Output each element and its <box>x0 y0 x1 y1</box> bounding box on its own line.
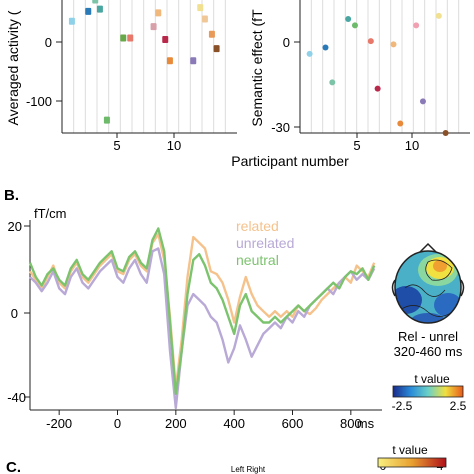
scatter-point <box>166 57 173 65</box>
colorbar-b-title: t value <box>414 372 450 386</box>
scatter-point <box>190 57 197 65</box>
topomap-right-ear <box>460 279 465 297</box>
panel-a: 0 -100 5 10 Averaged activity ( 0 -30 5 … <box>5 0 470 169</box>
scatter-right-xtick-label: 5 <box>353 138 360 153</box>
scatter-point <box>306 50 313 57</box>
scatter-point <box>213 45 220 53</box>
topomap-head-outline <box>394 250 462 324</box>
panel-b-letter: B. <box>4 187 19 204</box>
erp-y-ticks: 20 0 -40 <box>7 219 30 405</box>
scatter-point <box>155 9 162 17</box>
scatter-point <box>103 116 110 124</box>
erp-ytick-label: 0 <box>11 306 18 321</box>
scatter-right-ytick-label: -30 <box>271 120 290 135</box>
topomap-caption-line1: Rel - unrel <box>398 329 458 344</box>
erp-xtick-label: 0 <box>114 416 121 431</box>
panel-a-xlabel: Participant number <box>231 153 349 169</box>
topomap <box>391 242 465 324</box>
scatter-left-xtick-label: 10 <box>167 138 181 153</box>
scatter-right-ylabel: Semantic effect (fT <box>249 9 265 127</box>
topomap-contour <box>404 284 446 297</box>
scatter-left-xtick-label: 5 <box>113 138 120 153</box>
scatter-point <box>208 30 215 38</box>
erp-xtick-label: 200 <box>165 416 187 431</box>
scatter-point <box>197 4 204 12</box>
scatter-point <box>329 79 336 86</box>
scatter-point <box>322 44 329 51</box>
legend-unrelated: unrelated <box>236 235 294 251</box>
erp-xtick-label: -200 <box>46 416 72 431</box>
scatter-point <box>345 16 352 22</box>
scatter-right-plot: 0 -30 5 10 Semantic effect (fT <box>249 0 470 153</box>
scatter-point <box>127 34 134 42</box>
topomap-negative-bottom <box>410 313 446 323</box>
erp-ytick-label: -40 <box>7 390 26 405</box>
panel-c-hemisphere-labels: Left Right <box>231 465 266 474</box>
colorbar-b-min: -2.5 <box>392 399 413 413</box>
legend-neutral: neutral <box>236 252 279 268</box>
erp-line-neutral <box>28 227 376 395</box>
scatter-point <box>68 17 75 25</box>
scatter-point <box>351 22 358 29</box>
scatter-left-ytick-label: 0 <box>45 35 52 50</box>
scatter-point <box>419 98 426 105</box>
colorbar-c <box>377 457 447 468</box>
topomap-positive-peak <box>433 260 447 272</box>
scatter-right-xtick-label: 10 <box>405 138 419 153</box>
scatter-left-ytick-label: -100 <box>26 94 52 109</box>
panel-c: C. Left Right t value 0 4 <box>6 443 447 474</box>
scatter-point <box>96 5 103 13</box>
erp-xtick-label: 800 <box>340 416 362 431</box>
panel-b-unit-label: fT/cm <box>34 206 67 221</box>
scatter-point <box>367 38 374 45</box>
scatter-point <box>201 15 208 23</box>
erp-line-related <box>29 232 376 390</box>
erp-xtick-label: 600 <box>282 416 304 431</box>
topomap-left-ear <box>391 279 396 297</box>
scatter-left-ylabel: Averaged activity ( <box>5 10 21 125</box>
topomap-contour <box>425 259 453 281</box>
scatter-point <box>92 0 99 4</box>
scatter-point <box>120 34 127 42</box>
erp-lines <box>28 227 376 410</box>
scatter-point <box>150 23 157 31</box>
topomap-contour <box>399 305 456 317</box>
scatter-point <box>413 22 420 29</box>
scatter-left-plot: 0 -100 5 10 Averaged activity ( <box>5 0 237 153</box>
erp-xtick-label: 400 <box>223 416 245 431</box>
colorbar-b <box>392 385 464 398</box>
scatter-point <box>442 130 449 136</box>
scatter-point <box>397 120 404 127</box>
topomap-negative-right <box>434 293 461 317</box>
scatter-right-ytick-label: 0 <box>283 35 290 50</box>
scatter-point <box>435 12 442 19</box>
colorbar-b-max: 2.5 <box>450 399 467 413</box>
erp-xtick-label-ms: ms <box>357 416 375 431</box>
colorbar-c-title: t value <box>392 443 428 457</box>
erp-ytick-label: 20 <box>8 219 22 234</box>
scatter-point <box>162 36 169 44</box>
topomap-caption-line2: 320-460 ms <box>394 344 463 359</box>
legend-related: related <box>236 218 279 234</box>
scatter-point <box>374 85 381 92</box>
scatter-point <box>390 41 397 48</box>
scatter-point <box>85 7 92 15</box>
panel-c-letter: C. <box>6 459 21 474</box>
